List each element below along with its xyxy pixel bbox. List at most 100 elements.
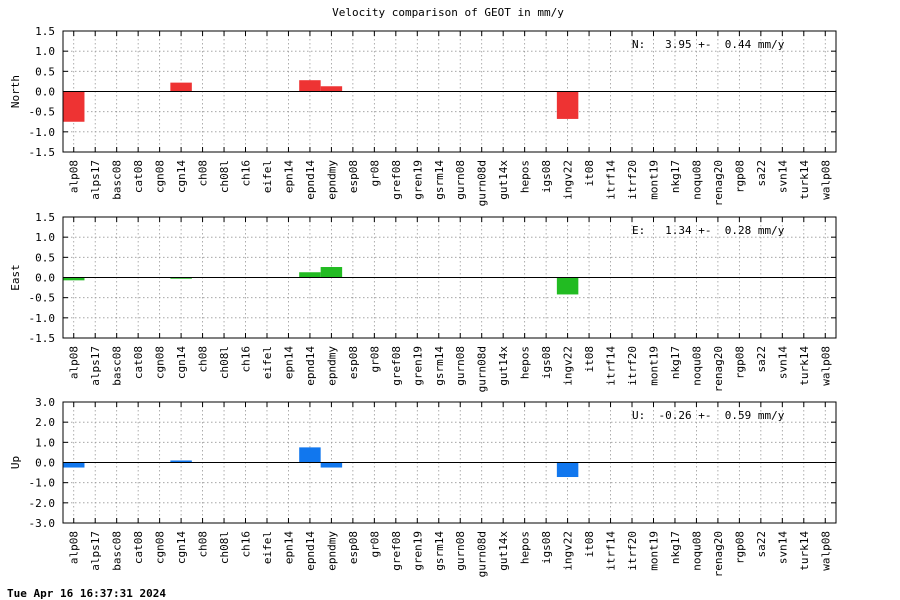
y-tick-label: 1.0 (35, 45, 55, 58)
x-tick-label: ingv22 (562, 346, 575, 386)
x-tick-label: cgn14 (175, 531, 188, 564)
x-tick-label: walp08 (819, 346, 832, 386)
x-tick-label: gren19 (411, 346, 424, 386)
bar-cgn14 (170, 460, 192, 463)
y-tick-label: -1.0 (29, 477, 56, 490)
x-tick-label: epndmy (325, 160, 338, 200)
x-tick-label: cgn14 (175, 160, 188, 193)
x-tick-label: eifel (261, 346, 274, 379)
x-tick-label: alp08 (68, 531, 81, 564)
x-tick-label: itrf20 (626, 346, 639, 386)
x-tick-label: basc08 (111, 531, 124, 571)
x-tick-label: epn14 (282, 160, 295, 193)
x-tick-label: sa22 (755, 531, 768, 558)
bar-ingv22 (556, 462, 579, 478)
velocity-annotation: U: -0.26 +- 0.59 mm/y (632, 409, 785, 422)
x-tick-label: basc08 (111, 346, 124, 386)
y-tick-label: -3.0 (29, 517, 56, 530)
x-tick-label: it08 (583, 531, 596, 558)
x-tick-label: basc08 (111, 160, 124, 200)
x-tick-label: hepos (519, 160, 532, 193)
x-tick-label: ch08 (197, 346, 210, 373)
x-tick-label: alps17 (89, 531, 102, 571)
bar-epnd14 (299, 272, 321, 278)
x-tick-label: noqu08 (690, 531, 703, 571)
bar-epndmy (320, 86, 343, 92)
x-tick-label: mont19 (647, 531, 660, 571)
x-tick-label: gr08 (368, 160, 381, 187)
x-tick-label: cgn08 (154, 531, 167, 564)
y-tick-label: -2.0 (29, 497, 56, 510)
x-tick-label: turk14 (798, 160, 811, 200)
x-tick-label: itrf14 (605, 531, 618, 571)
plot-frame (62, 30, 837, 153)
bar-cgn14 (170, 82, 192, 92)
x-tick-label: gurn08d (476, 531, 489, 577)
panel-north: -1.5 -1.0 -0.5 0.0 0.5 1.0 1.5 alp08 alps17 basc0… (9, 25, 837, 206)
x-tick-label: rgp08 (733, 531, 746, 564)
y-tick-label: -1.0 (29, 312, 56, 325)
x-tick-label: turk14 (798, 531, 811, 571)
x-tick-label: gurn08 (454, 160, 467, 200)
x-tick-label: gren19 (411, 531, 424, 571)
x-tick-label: gut14x (497, 531, 510, 571)
x-tick-label: svn14 (776, 346, 789, 379)
x-tick-label: ch08 (197, 160, 210, 187)
y-tick-label: 2.0 (35, 416, 55, 429)
plot-frame (62, 401, 837, 524)
chart-panels: -1.5 -1.0 -0.5 0.0 0.5 1.0 1.5 alp08 alps17 basc0… (9, 25, 837, 577)
y-tick-label: 0.5 (35, 251, 55, 264)
x-tick-label: sa22 (755, 160, 768, 187)
bar-ingv22 (556, 277, 579, 295)
bar-cgn14 (170, 277, 192, 279)
x-tick-label: renag20 (712, 160, 725, 206)
x-tick-label: alp08 (68, 346, 81, 379)
x-tick-label: it08 (583, 160, 596, 187)
y-tick-label: 1.0 (35, 231, 55, 244)
x-tick-label: walp08 (819, 160, 832, 200)
y-tick-label: -0.5 (29, 292, 56, 305)
x-tick-label: igs08 (540, 160, 553, 193)
x-tick-label: gsrm14 (433, 346, 446, 386)
x-tick-label: mont19 (647, 160, 660, 200)
x-tick-label: epn14 (282, 346, 295, 379)
x-tick-label: gut14x (497, 160, 510, 200)
chart-title: Velocity comparison of GEOT in mm/y (332, 6, 564, 19)
x-tick-label: nkg17 (669, 160, 682, 193)
x-tick-label: epnd14 (304, 346, 317, 386)
x-tick-label: sa22 (755, 346, 768, 373)
y-tick-label: -1.0 (29, 126, 56, 139)
bar-epndmy (320, 267, 343, 278)
y-tick-label: -1.5 (29, 146, 56, 159)
x-tick-label: itrf14 (605, 160, 618, 200)
x-tick-label: it08 (583, 346, 596, 373)
x-tick-label: gurn08 (454, 531, 467, 571)
x-tick-label: gren19 (411, 160, 424, 200)
x-tick-label: svn14 (776, 531, 789, 564)
x-tick-label: cgn14 (175, 346, 188, 379)
x-tick-label: eifel (261, 531, 274, 564)
x-tick-label: gref08 (390, 160, 403, 200)
x-tick-label: ch08l (218, 160, 231, 193)
x-tick-label: alp08 (68, 160, 81, 193)
x-tick-label: ingv22 (562, 160, 575, 200)
x-tick-label: hepos (519, 346, 532, 379)
y-axis-label: North (9, 75, 22, 108)
panel-east: -1.5 -1.0 -0.5 0.0 0.5 1.0 1.5 alp08 alps17 basc0… (9, 211, 837, 392)
plot-frame (62, 216, 837, 339)
x-tick-label: epndmy (325, 346, 338, 386)
x-tick-label: ch08l (218, 346, 231, 379)
x-tick-label: ch16 (240, 346, 253, 373)
x-tick-label: epn14 (282, 531, 295, 564)
y-tick-label: -0.5 (29, 106, 56, 119)
x-tick-label: cgn08 (154, 160, 167, 193)
x-tick-label: cat08 (132, 346, 145, 379)
x-tick-label: mont19 (647, 346, 660, 386)
y-tick-label: 1.5 (35, 211, 55, 224)
x-tick-label: epnd14 (304, 531, 317, 571)
y-tick-label: 3.0 (35, 396, 55, 409)
x-tick-label: gurn08d (476, 160, 489, 206)
x-tick-label: turk14 (798, 346, 811, 386)
x-tick-label: gsrm14 (433, 160, 446, 200)
x-tick-label: nkg17 (669, 346, 682, 379)
